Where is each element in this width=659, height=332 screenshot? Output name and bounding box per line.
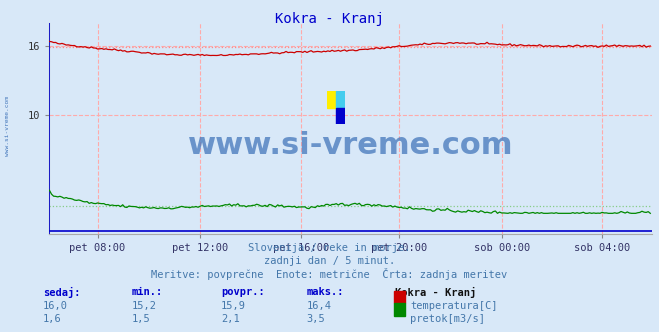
Text: 1,5: 1,5 (132, 314, 150, 324)
Text: 16,0: 16,0 (43, 301, 68, 311)
Text: Meritve: povprečne  Enote: metrične  Črta: zadnja meritev: Meritve: povprečne Enote: metrične Črta:… (152, 268, 507, 280)
Text: 15,9: 15,9 (221, 301, 246, 311)
Text: pretok[m3/s]: pretok[m3/s] (410, 314, 485, 324)
Text: www.si-vreme.com: www.si-vreme.com (5, 96, 11, 156)
Text: 16,4: 16,4 (306, 301, 331, 311)
Text: 1,6: 1,6 (43, 314, 61, 324)
Text: povpr.:: povpr.: (221, 287, 264, 297)
Text: 3,5: 3,5 (306, 314, 325, 324)
Text: sedaj:: sedaj: (43, 287, 80, 298)
Text: temperatura[C]: temperatura[C] (410, 301, 498, 311)
Text: 2,1: 2,1 (221, 314, 239, 324)
Text: maks.:: maks.: (306, 287, 344, 297)
Text: Slovenija / reke in morje.: Slovenija / reke in morje. (248, 243, 411, 253)
Text: www.si-vreme.com: www.si-vreme.com (188, 131, 513, 160)
Text: Kokra - Kranj: Kokra - Kranj (275, 12, 384, 26)
Text: 15,2: 15,2 (132, 301, 157, 311)
Text: min.:: min.: (132, 287, 163, 297)
Text: zadnji dan / 5 minut.: zadnji dan / 5 minut. (264, 256, 395, 266)
Text: Kokra - Kranj: Kokra - Kranj (395, 287, 476, 298)
